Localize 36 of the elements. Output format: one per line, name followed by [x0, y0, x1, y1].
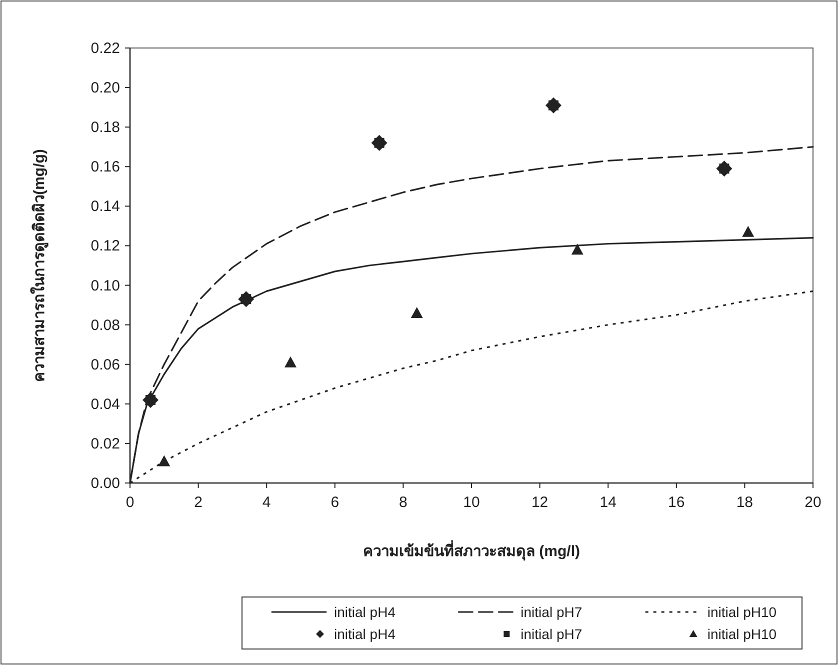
x-tick-label: 0 [126, 494, 134, 511]
point [571, 244, 584, 255]
y-tick-label: 0.08 [90, 316, 120, 334]
y-tick-label: 0.04 [90, 396, 120, 413]
legend-label: initial pH10 [707, 626, 777, 642]
x-tick-label: 4 [262, 494, 271, 511]
x-tick-label: 10 [463, 494, 480, 511]
point [410, 306, 423, 318]
x-tick-label: 20 [804, 494, 822, 511]
legend-label: initial pH10 [707, 604, 777, 620]
y-axis-title: ความสามารถในการดูดติดผิว(mg/g) [30, 149, 49, 382]
x-tick-label: 16 [668, 494, 685, 511]
y-tick-label: 0.02 [90, 435, 120, 452]
y-tick-label: 0.06 [90, 356, 120, 374]
legend-label: initial pH4 [334, 604, 396, 620]
legend-label: initial pH7 [520, 626, 582, 642]
point [742, 226, 754, 237]
point [284, 356, 297, 368]
y-tick-label: 0.20 [90, 80, 120, 97]
legend-label: initial pH7 [520, 604, 582, 620]
x-tick-label: 18 [736, 494, 754, 511]
x-axis-title: ความเข้มข้นที่สภาวะสมดุล (mg/l) [363, 540, 580, 561]
x-tick-label: 2 [194, 494, 202, 511]
y-tick-label: 0.22 [90, 40, 120, 57]
y-tick-label: 0.16 [90, 158, 120, 176]
x-tick-label: 14 [600, 494, 616, 511]
y-tick-label: 0.00 [90, 475, 120, 492]
x-tick-label: 8 [399, 494, 408, 511]
y-tick-label: 0.12 [90, 238, 120, 255]
legend-label: initial pH4 [334, 626, 396, 642]
y-tick-label: 0.10 [90, 277, 120, 294]
x-tick-label: 12 [531, 494, 548, 511]
y-tick-label: 0.18 [90, 119, 120, 136]
point [158, 455, 170, 466]
y-tick-label: 0.14 [90, 198, 120, 216]
x-tick-label: 6 [330, 494, 340, 511]
